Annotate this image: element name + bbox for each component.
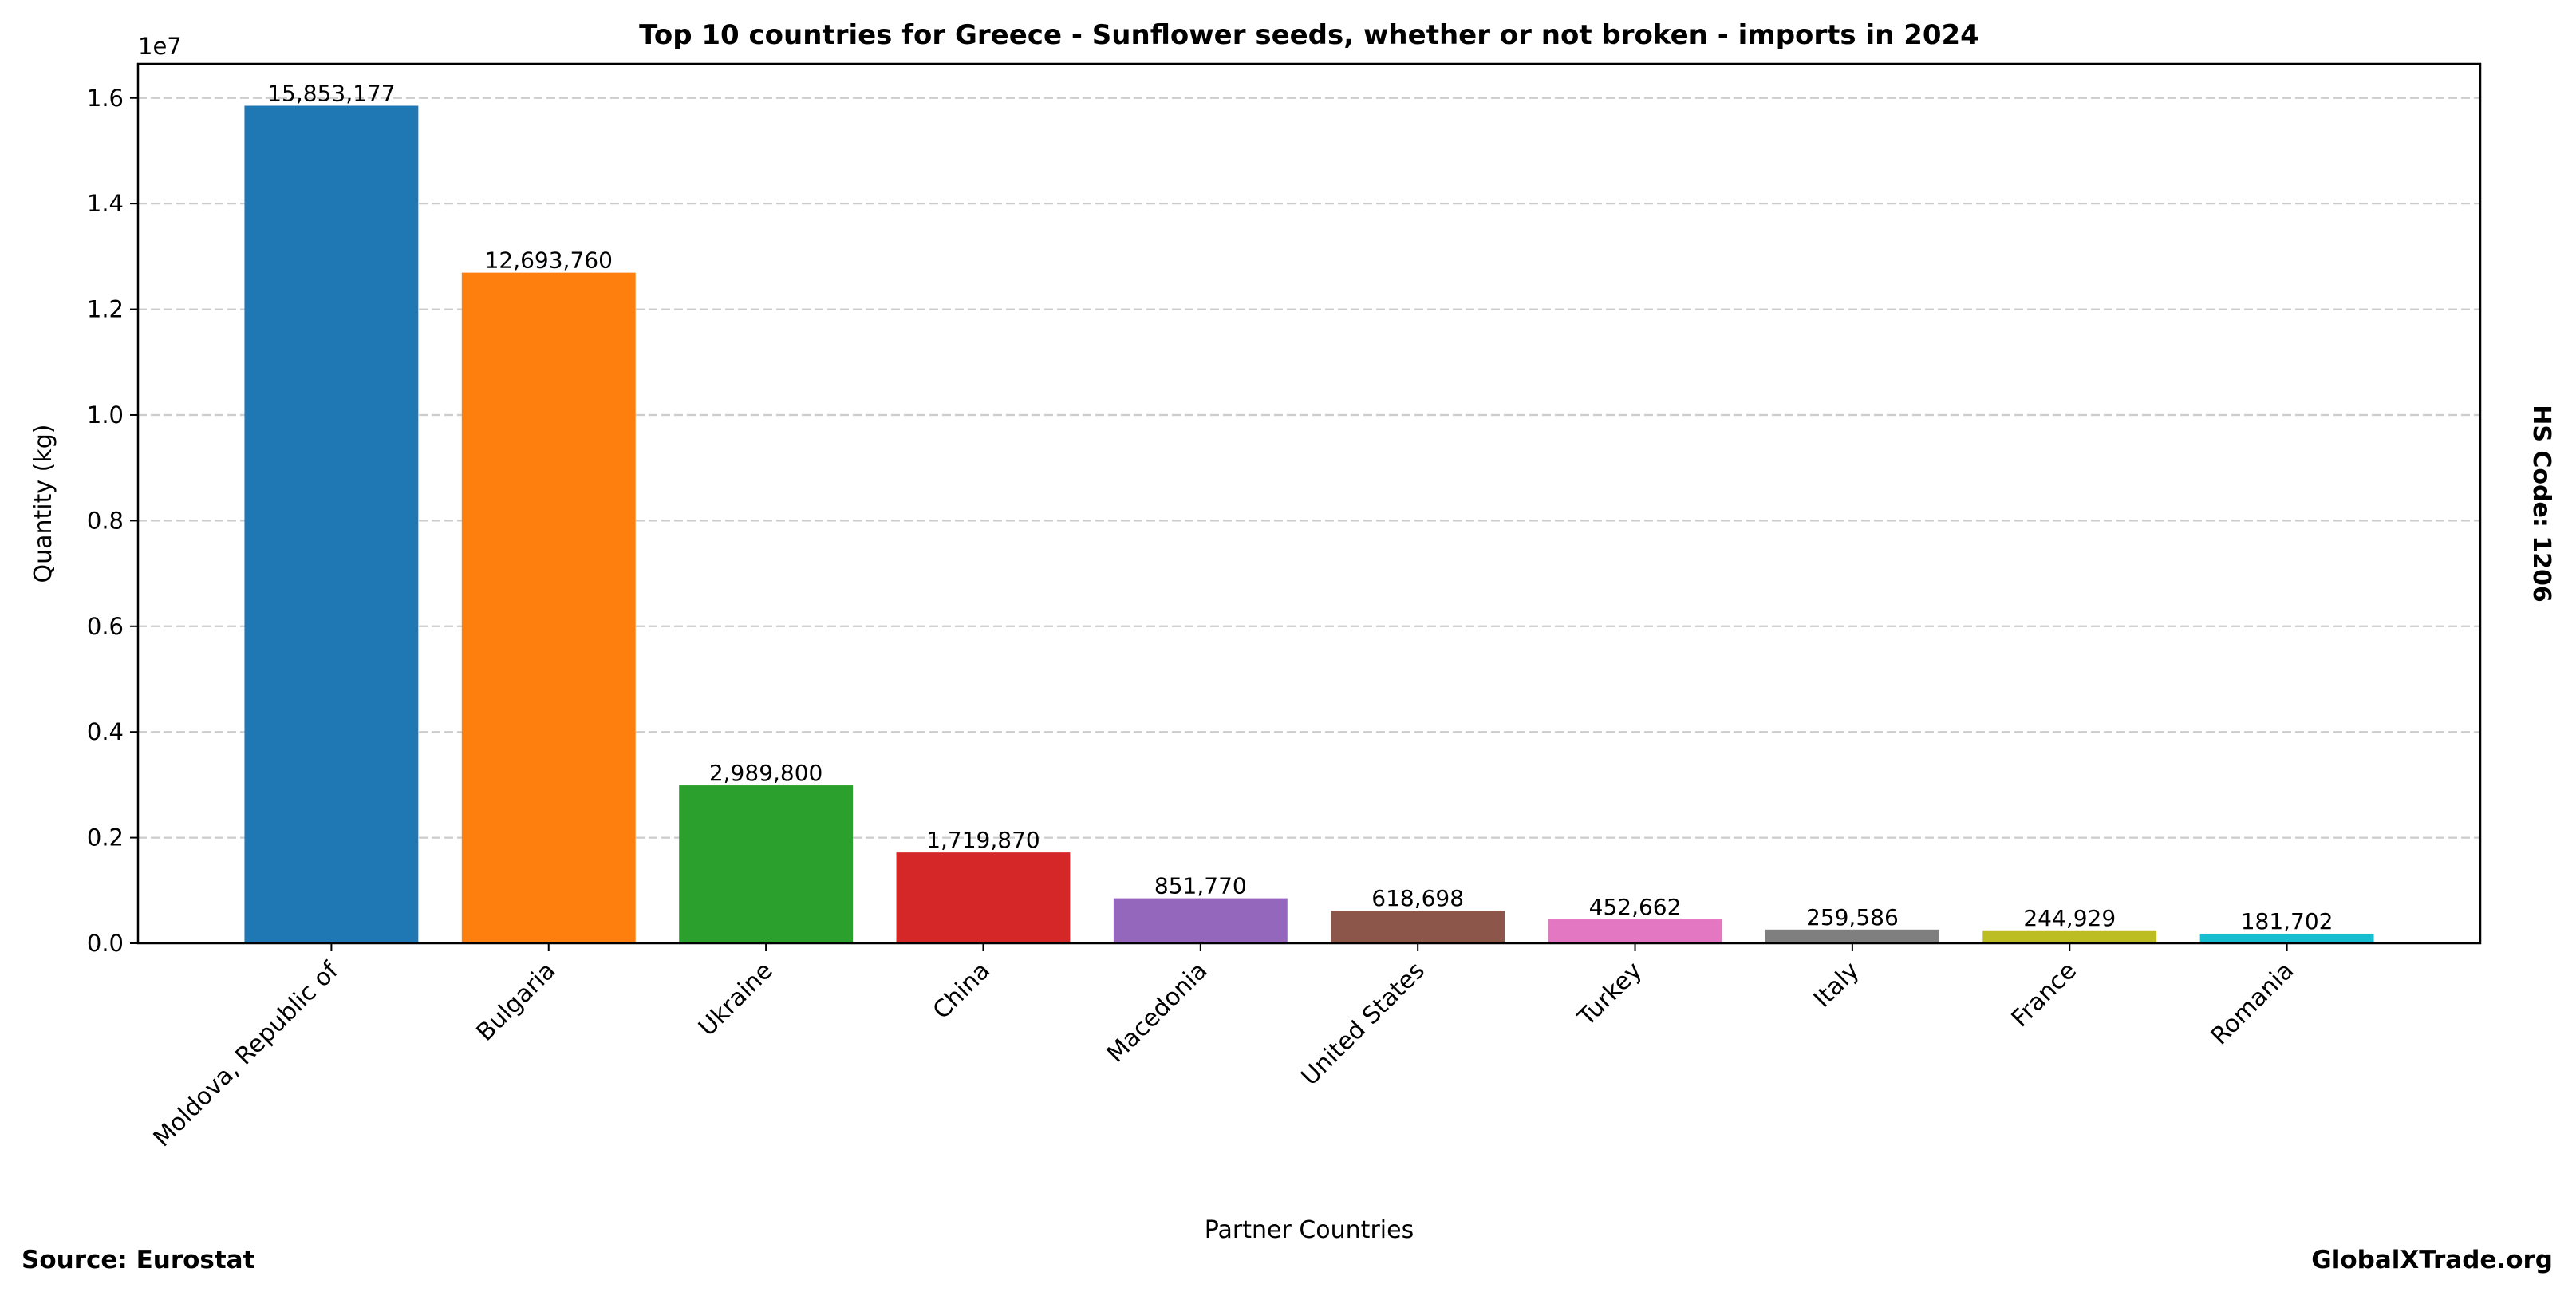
plot-frame <box>136 62 2482 945</box>
x-tick-label: Turkey <box>1572 957 1647 1032</box>
hs-code-label: HS Code: 1206 <box>2527 405 2555 603</box>
bar-value-label: 12,693,760 <box>485 247 613 274</box>
y-tick-label: 1.0 <box>87 401 124 429</box>
source-label: Source: Eurostat <box>22 1246 255 1274</box>
x-tick-label: Romania <box>2206 957 2300 1051</box>
y-tick-label: 1.2 <box>87 296 124 323</box>
bar-value-label: 618,698 <box>1371 885 1464 911</box>
bar <box>1765 929 1939 943</box>
y-tick-label: 0.0 <box>87 930 124 957</box>
bar <box>679 785 854 943</box>
bar <box>1331 911 1505 943</box>
x-tick-label: Moldova, Republic of <box>148 956 345 1152</box>
y-tick-label: 0.8 <box>87 507 124 534</box>
y-axis-ticks: 0.0 0.2 0.4 0.6 0.8 1.0 1.2 1.4 1.6 <box>87 85 138 957</box>
bars <box>244 105 2374 943</box>
bar-value-label: 15,853,177 <box>267 80 395 106</box>
x-tick-label: Ukraine <box>693 957 779 1042</box>
bar <box>461 272 636 943</box>
x-axis-label: Partner Countries <box>1205 1216 1414 1244</box>
x-tick-label: Bulgaria <box>471 957 562 1047</box>
x-tick-label: Italy <box>1809 957 1865 1013</box>
x-axis-ticks: Moldova, Republic of Bulgaria Ukraine China… <box>148 943 2299 1152</box>
x-tick-label: United States <box>1296 957 1430 1091</box>
bar-value-label: 452,662 <box>1589 894 1682 920</box>
x-tick-label: Macedonia <box>1102 957 1213 1069</box>
bar-value-labels: 15,853,177 12,693,760 2,989,800 1,719,870 85… <box>267 80 2333 934</box>
chart-title: Top 10 countries for Greece - Sunflower … <box>639 19 1979 51</box>
x-tick-label: China <box>928 957 996 1025</box>
y-tick-label: 0.6 <box>87 613 124 640</box>
bar-value-label: 2,989,800 <box>709 760 823 786</box>
bar-value-label: 181,702 <box>2241 908 2333 934</box>
x-tick-label: France <box>2006 957 2082 1033</box>
bar <box>2199 933 2374 943</box>
y-tick-label: 0.2 <box>87 824 124 851</box>
bar <box>1982 930 2157 943</box>
y-tick-label: 1.6 <box>87 85 124 112</box>
bar <box>1548 919 1722 943</box>
bar-value-label: 244,929 <box>2023 905 2116 931</box>
brand-label: GlobalXTrade.org <box>2311 1246 2553 1274</box>
y-tick-label: 1.4 <box>87 190 124 217</box>
y-tick-label: 0.4 <box>87 718 124 745</box>
bar <box>896 852 1071 943</box>
y-offset-label: 1e7 <box>138 33 182 60</box>
bar-value-label: 851,770 <box>1154 873 1247 899</box>
y-axis-label: Quantity (kg) <box>30 425 57 583</box>
bar <box>1113 898 1288 943</box>
bar-value-label: 1,719,870 <box>926 827 1040 853</box>
bar-value-label: 259,586 <box>1806 904 1899 931</box>
bar <box>244 105 419 943</box>
